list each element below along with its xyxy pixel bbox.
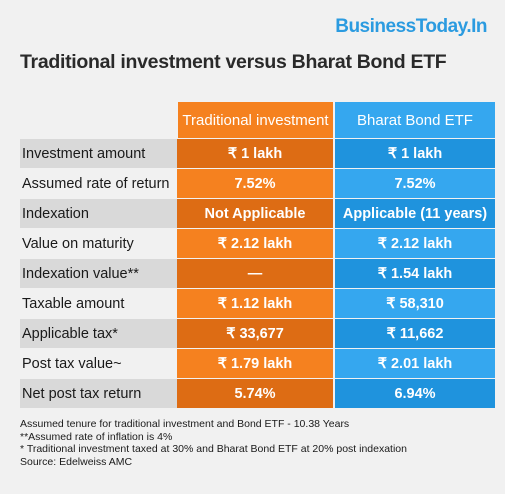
table-row: Value on maturity ₹ 2.12 lakh ₹ 2.12 lak… [20,228,495,258]
traditional-value: ₹ 1.12 lakh [177,289,333,318]
bond-value: ₹ 1.54 lakh [335,259,495,288]
bond-value: 7.52% [335,169,495,198]
footnote-tax: * Traditional investment taxed at 30% an… [20,443,407,455]
table-row: Applicable tax* ₹ 33,677 ₹ 11,662 [20,318,495,348]
traditional-value: ₹ 33,677 [177,319,333,348]
bond-value: ₹ 2.01 lakh [335,349,495,378]
row-label: Net post tax return [20,379,177,408]
table-row: Net post tax return 5.74% 6.94% [20,378,495,408]
header-traditional: Traditional investment [177,102,333,138]
header-bond-etf: Bharat Bond ETF [335,102,495,138]
table-row: Taxable amount ₹ 1.12 lakh ₹ 58,310 [20,288,495,318]
table-row: Investment amount ₹ 1 lakh ₹ 1 lakh [20,138,495,168]
table-row: Indexation Not Applicable Applicable (11… [20,198,495,228]
bond-value: ₹ 1 lakh [335,139,495,168]
row-label: Post tax value~ [20,349,177,378]
source-note: Source: Edelweiss AMC [20,455,133,468]
row-label: Applicable tax* [20,319,177,348]
traditional-value: ₹ 1.79 lakh [177,349,333,378]
row-label: Indexation value** [20,259,177,288]
footnote-inflation: **Assumed rate of inflation is 4% [20,430,173,443]
traditional-value: — [177,259,333,288]
header-spacer [20,102,177,138]
page-title: Traditional investment versus Bharat Bon… [20,51,447,73]
table-row: Post tax value~ ₹ 1.79 lakh ₹ 2.01 lakh [20,348,495,378]
row-label: Indexation [20,199,177,228]
bond-value: 6.94% [335,379,495,408]
table-row: Indexation value** — ₹ 1.54 lakh [20,258,495,288]
table-row: Assumed rate of return 7.52% 7.52% [20,168,495,198]
traditional-value: ₹ 1 lakh [177,139,333,168]
footnotes: Assumed tenure for traditional investmen… [20,418,407,468]
traditional-value: ₹ 2.12 lakh [177,229,333,258]
row-label: Value on maturity [20,229,177,258]
row-label: Taxable amount [20,289,177,318]
comparison-table: Traditional investment Bharat Bond ETF I… [20,102,495,408]
bond-value: ₹ 58,310 [335,289,495,318]
table-header: Traditional investment Bharat Bond ETF [20,102,495,138]
brand-logo: BusinessToday.In [335,16,487,37]
footnote-tenure: Assumed tenure for traditional investmen… [20,418,350,430]
bond-value: ₹ 11,662 [335,319,495,348]
bond-value: Applicable (11 years) [335,199,495,228]
bond-value: ₹ 2.12 lakh [335,229,495,258]
row-label: Assumed rate of return [20,169,177,198]
traditional-value: 5.74% [177,379,333,408]
traditional-value: 7.52% [177,169,333,198]
traditional-value: Not Applicable [177,199,333,228]
row-label: Investment amount [20,139,177,168]
